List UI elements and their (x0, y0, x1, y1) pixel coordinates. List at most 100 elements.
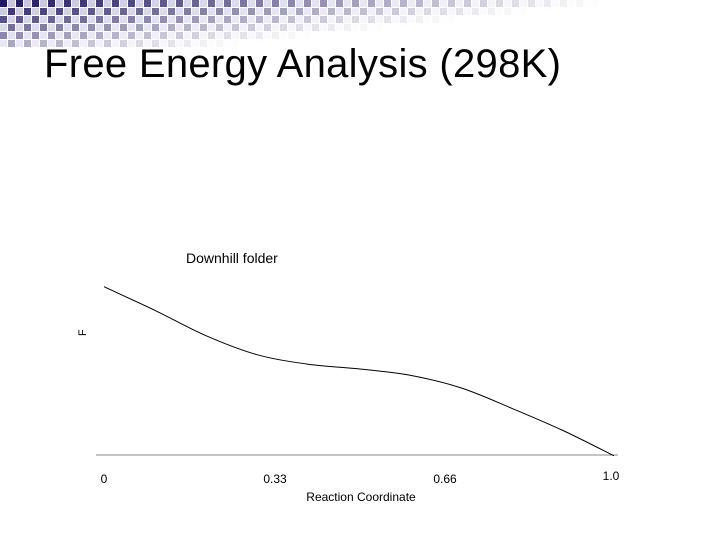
banner-tile (144, 8, 151, 15)
banner-tile (160, 32, 167, 39)
banner-tile (88, 32, 95, 39)
banner-tile (0, 32, 7, 39)
banner-tile (256, 16, 263, 23)
banner-tile (240, 24, 247, 31)
banner-tile (224, 32, 231, 39)
banner-tile (496, 8, 503, 15)
banner-tile (96, 40, 103, 47)
banner-tile (128, 0, 135, 7)
free-energy-curve (103, 286, 615, 457)
banner-tile (48, 24, 55, 31)
banner-tile (440, 0, 447, 7)
checkered-banner (0, 0, 583, 47)
banner-tile (176, 24, 183, 31)
x-tick-label-0: 0 (101, 472, 108, 486)
banner-tile (64, 40, 71, 47)
banner-tile (96, 8, 103, 15)
banner-tile (112, 16, 119, 23)
banner-tile (24, 32, 31, 39)
banner-tile (368, 8, 375, 15)
banner-tile (112, 24, 119, 31)
banner-tile (224, 16, 231, 23)
banner-tile (32, 0, 39, 7)
banner-tile (320, 8, 327, 15)
banner-tile (136, 0, 143, 7)
banner-tile (232, 16, 239, 23)
banner-tile (232, 0, 239, 7)
banner-tile (104, 0, 111, 7)
banner-tile (48, 16, 55, 23)
banner-tile (496, 0, 503, 7)
banner-tile (72, 32, 79, 39)
banner-tile (80, 0, 87, 7)
banner-tile (152, 24, 159, 31)
banner-tile (448, 8, 455, 15)
banner-tile (352, 16, 359, 23)
banner-tile (192, 40, 199, 47)
banner-tile (0, 8, 7, 15)
banner-tile (360, 24, 367, 31)
banner-tile (216, 24, 223, 31)
banner-tile (56, 24, 63, 31)
banner-tile (80, 16, 87, 23)
banner-tile (40, 24, 47, 31)
slide-title: Free Energy Analysis (298K) (44, 42, 562, 86)
banner-tile (144, 40, 151, 47)
banner-tile (280, 32, 287, 39)
banner-tile (24, 8, 31, 15)
banner-tile (232, 24, 239, 31)
banner-tile (288, 32, 295, 39)
banner-tile (392, 16, 399, 23)
banner-tile (72, 24, 79, 31)
banner-tile (152, 16, 159, 23)
banner-tile (336, 0, 343, 7)
banner-tile (408, 16, 415, 23)
banner-tile (312, 8, 319, 15)
banner-tile (128, 24, 135, 31)
banner-tile (328, 0, 335, 7)
banner-tile (8, 32, 15, 39)
banner-tile (544, 0, 551, 7)
banner-tile (136, 24, 143, 31)
banner-tile (24, 40, 31, 47)
banner-tile (16, 0, 23, 7)
banner-tile (104, 16, 111, 23)
banner-tile (264, 8, 271, 15)
banner-tile (144, 16, 151, 23)
banner-tile (40, 32, 47, 39)
banner-tile (40, 40, 47, 47)
banner-tile (376, 0, 383, 7)
banner-tile (64, 32, 71, 39)
banner-tile (56, 0, 63, 7)
banner-tile (32, 16, 39, 23)
banner-tile (120, 16, 127, 23)
banner-tile (312, 0, 319, 7)
banner-tile (352, 0, 359, 7)
x-tick-label-3: 1.0 (603, 469, 620, 483)
banner-tile (392, 0, 399, 7)
banner-tile (360, 8, 367, 15)
banner-tile (168, 0, 175, 7)
banner-tile (440, 8, 447, 15)
banner-tile (376, 16, 383, 23)
banner-tile (320, 16, 327, 23)
banner-tile (160, 16, 167, 23)
banner-tile (416, 0, 423, 7)
banner-tile (344, 24, 351, 31)
banner-tile (16, 32, 23, 39)
banner-tile (384, 0, 391, 7)
banner-tile (264, 0, 271, 7)
banner-tile (312, 24, 319, 31)
banner-tile (32, 24, 39, 31)
banner-tile (136, 32, 143, 39)
banner-tile (488, 8, 495, 15)
banner-tile (24, 0, 31, 7)
banner-tile (224, 24, 231, 31)
banner-tile (208, 24, 215, 31)
banner-tile (152, 32, 159, 39)
banner-tile (160, 24, 167, 31)
banner-tile (480, 0, 487, 7)
banner-tile (392, 8, 399, 15)
banner-tile (280, 24, 287, 31)
